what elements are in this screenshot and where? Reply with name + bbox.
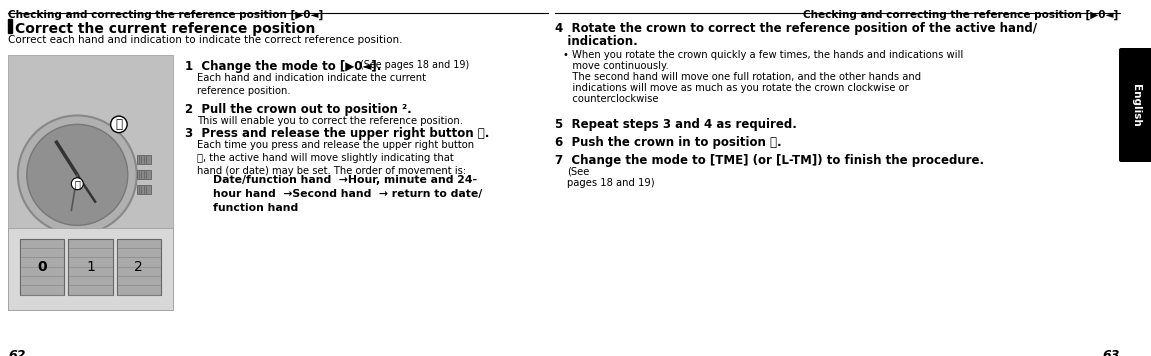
Text: (See pages 18 and 19): (See pages 18 and 19) [360, 60, 470, 70]
Text: English: English [1131, 84, 1141, 126]
Text: 63: 63 [1103, 349, 1120, 356]
Bar [8, 55, 173, 310]
Circle shape [26, 124, 128, 225]
Text: 1  Change the mode to [▶0◄].: 1 Change the mode to [▶0◄]. [185, 60, 381, 73]
Text: 3  Press and release the upper right button Ⓑ.: 3 Press and release the upper right butt… [185, 127, 489, 140]
FancyBboxPatch shape [1119, 48, 1151, 162]
Text: Checking and correcting the reference position [▶0◄]: Checking and correcting the reference po… [8, 10, 323, 20]
Text: Date/function hand  →Hour, minute and 24-
hour hand  →Second hand  → return to d: Date/function hand →Hour, minute and 24-… [213, 175, 482, 213]
Text: indication.: indication. [555, 35, 638, 48]
Bar [68, 239, 113, 295]
Text: Correct each hand and indication to indicate the correct reference position.: Correct each hand and indication to indi… [8, 35, 403, 45]
Text: The second hand will move one full rotation, and the other hands and: The second hand will move one full rotat… [563, 72, 921, 82]
Text: Correct the current reference position: Correct the current reference position [15, 22, 315, 36]
Text: This will enable you to correct the reference position.: This will enable you to correct the refe… [197, 116, 463, 126]
Bar [137, 155, 151, 164]
Bar [116, 239, 161, 295]
Text: indications will move as much as you rotate the crown clockwise or: indications will move as much as you rot… [563, 83, 909, 93]
Text: 0: 0 [37, 260, 47, 274]
Text: 6  Push the crown in to position ⓞ.: 6 Push the crown in to position ⓞ. [555, 136, 782, 149]
Text: 2  Pull the crown out to position ².: 2 Pull the crown out to position ². [185, 103, 412, 116]
Text: 2: 2 [135, 260, 143, 274]
Bar [137, 170, 151, 179]
Text: Each hand and indication indicate the current
reference position.: Each hand and indication indicate the cu… [197, 73, 426, 96]
Text: Each time you press and release the upper right button
Ⓑ, the active hand will m: Each time you press and release the uppe… [197, 140, 474, 177]
Text: 5  Repeat steps 3 and 4 as required.: 5 Repeat steps 3 and 4 as required. [555, 118, 796, 131]
Bar [8, 19, 12, 33]
Circle shape [18, 115, 137, 234]
Text: Checking and correcting the reference position [▶0◄]: Checking and correcting the reference po… [802, 10, 1118, 20]
Text: 4  Rotate the crown to correct the reference position of the active hand/: 4 Rotate the crown to correct the refere… [555, 22, 1037, 35]
Text: move continuously.: move continuously. [563, 61, 669, 71]
Text: • When you rotate the crown quickly a few times, the hands and indications will: • When you rotate the crown quickly a fe… [563, 50, 963, 60]
Text: (See: (See [567, 167, 589, 177]
Text: Ⓐ: Ⓐ [75, 179, 81, 189]
Text: 1: 1 [86, 260, 94, 274]
Bar [137, 185, 151, 194]
Text: counterclockwise: counterclockwise [563, 94, 658, 104]
Bar [8, 229, 173, 310]
Text: pages 18 and 19): pages 18 and 19) [567, 178, 655, 188]
Text: Ⓑ: Ⓑ [115, 118, 122, 131]
Text: 7  Change the mode to [TME] (or [L-TM]) to finish the procedure.: 7 Change the mode to [TME] (or [L-TM]) t… [555, 154, 984, 167]
Text: 62: 62 [8, 349, 25, 356]
Bar [20, 239, 64, 295]
